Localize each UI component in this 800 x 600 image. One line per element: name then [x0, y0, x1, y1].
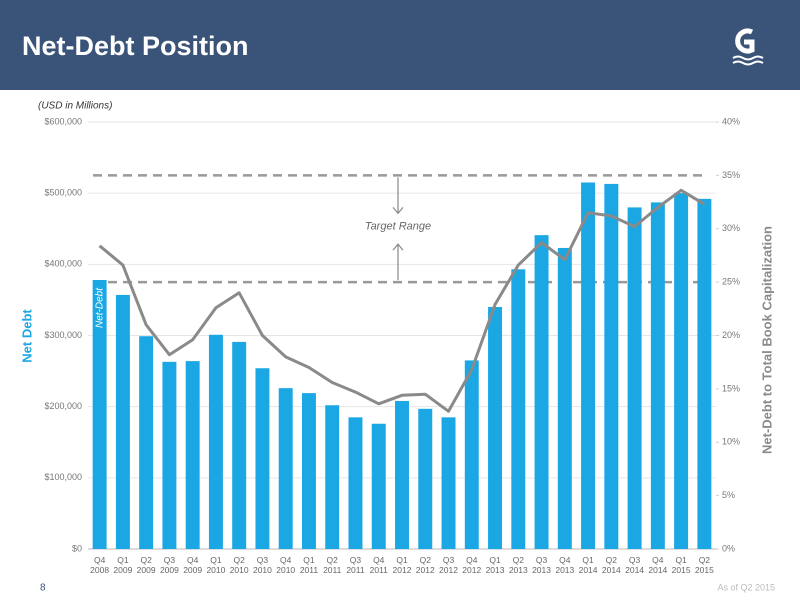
bar: [115, 294, 130, 549]
target-label: Target Range: [365, 221, 431, 233]
bar: [348, 417, 363, 549]
y2-tick-label: 40%: [722, 116, 740, 126]
target-arrow: [392, 243, 404, 281]
bar: [278, 388, 293, 549]
y2-tick-label: 5%: [722, 490, 735, 500]
y2-tick-label: 0%: [722, 543, 735, 553]
bar: [488, 307, 503, 549]
bar: [650, 202, 665, 549]
bar: [441, 417, 456, 549]
bar: [185, 361, 200, 549]
x-tick-label: Q4 2014: [648, 555, 668, 575]
x-tick-label: Q1 2010: [206, 555, 226, 575]
y2-tick-label: 25%: [722, 277, 740, 287]
x-tick-label: Q4 2010: [276, 555, 296, 575]
x-tick-label: Q4 2008: [90, 555, 110, 575]
x-tick-label: Q1 2012: [392, 555, 412, 575]
y-tick-label: $400,000: [44, 259, 82, 269]
x-tick-label: Q2 2011: [323, 555, 342, 575]
x-tick-label: Q4 2011: [369, 555, 388, 575]
y-tick-label: $300,000: [44, 330, 82, 340]
y2-tick-label: 10%: [722, 437, 740, 447]
x-tick-label: Q2 2015: [694, 555, 714, 575]
x-tick-label: Q2 2014: [601, 555, 621, 575]
y-tick-label: $600,000: [44, 116, 82, 126]
bar: [301, 393, 316, 549]
y-tick-label: $100,000: [44, 472, 82, 482]
y2-tick-label: 35%: [722, 170, 740, 180]
bar: [395, 400, 409, 549]
x-tick-label: Q3 2013: [532, 555, 551, 575]
y2-axis-label: Net-Debt to Total Book Capitalization: [759, 226, 774, 454]
bar: [581, 182, 596, 549]
bar: [511, 269, 526, 549]
bar-annotation: Net-Debt: [94, 287, 105, 328]
date-note: As of Q2 2015: [717, 582, 775, 592]
header-band: [0, 0, 800, 90]
bar: [325, 405, 340, 549]
x-tick-label: Q1 2013: [485, 555, 505, 575]
y-tick-label: $200,000: [44, 401, 82, 411]
x-tick-label: Q2 2013: [508, 555, 528, 575]
x-tick-label: Q3 2010: [252, 555, 272, 575]
target-arrow: [392, 177, 404, 215]
x-tick-label: Q1 2009: [113, 555, 133, 575]
x-tick-label: Q2 2012: [415, 555, 435, 575]
y2-tick-label: 30%: [722, 223, 740, 233]
logo: [732, 28, 764, 66]
bar: [604, 183, 619, 550]
y-tick-label: $0: [72, 543, 82, 553]
bar: [418, 408, 433, 549]
y-tick-label: $500,000: [44, 188, 82, 198]
bar: [534, 235, 549, 549]
bar: [371, 423, 386, 549]
bar: [208, 334, 223, 549]
bar: [162, 361, 177, 549]
y2-tick-label: 20%: [722, 330, 740, 340]
bar: [232, 341, 247, 549]
bar: [627, 207, 642, 549]
x-tick-label: Q1 2015: [671, 555, 691, 575]
x-tick-label: Q2 2010: [229, 555, 249, 575]
y2-tick-label: 15%: [722, 383, 740, 393]
page-number: 8: [40, 583, 46, 594]
bar: [139, 336, 154, 549]
x-tick-label: Q3 2012: [439, 555, 458, 575]
bar: [674, 193, 689, 549]
bar: [557, 247, 572, 549]
x-tick-label: Q3 2011: [346, 555, 365, 575]
subtitle: (USD in Millions): [38, 101, 112, 112]
bar: [255, 368, 270, 549]
line: [98, 188, 706, 413]
x-tick-label: Q3 2009: [159, 555, 179, 575]
y-axis-label: Net Debt: [19, 309, 34, 363]
x-tick-label: Q1 2014: [578, 555, 598, 575]
bar: [92, 279, 107, 549]
x-tick-label: Q4 2012: [462, 555, 482, 575]
x-tick-label: Q4 2013: [555, 555, 575, 575]
x-tick-label: Q2 2009: [136, 555, 156, 575]
x-tick-label: Q3 2014: [625, 555, 645, 575]
bar: [697, 198, 712, 550]
x-tick-label: Q4 2009: [183, 555, 203, 575]
x-tick-label: Q1 2011: [299, 555, 319, 575]
bar: [464, 360, 479, 549]
chart-title: Net-Debt Position: [22, 31, 249, 61]
